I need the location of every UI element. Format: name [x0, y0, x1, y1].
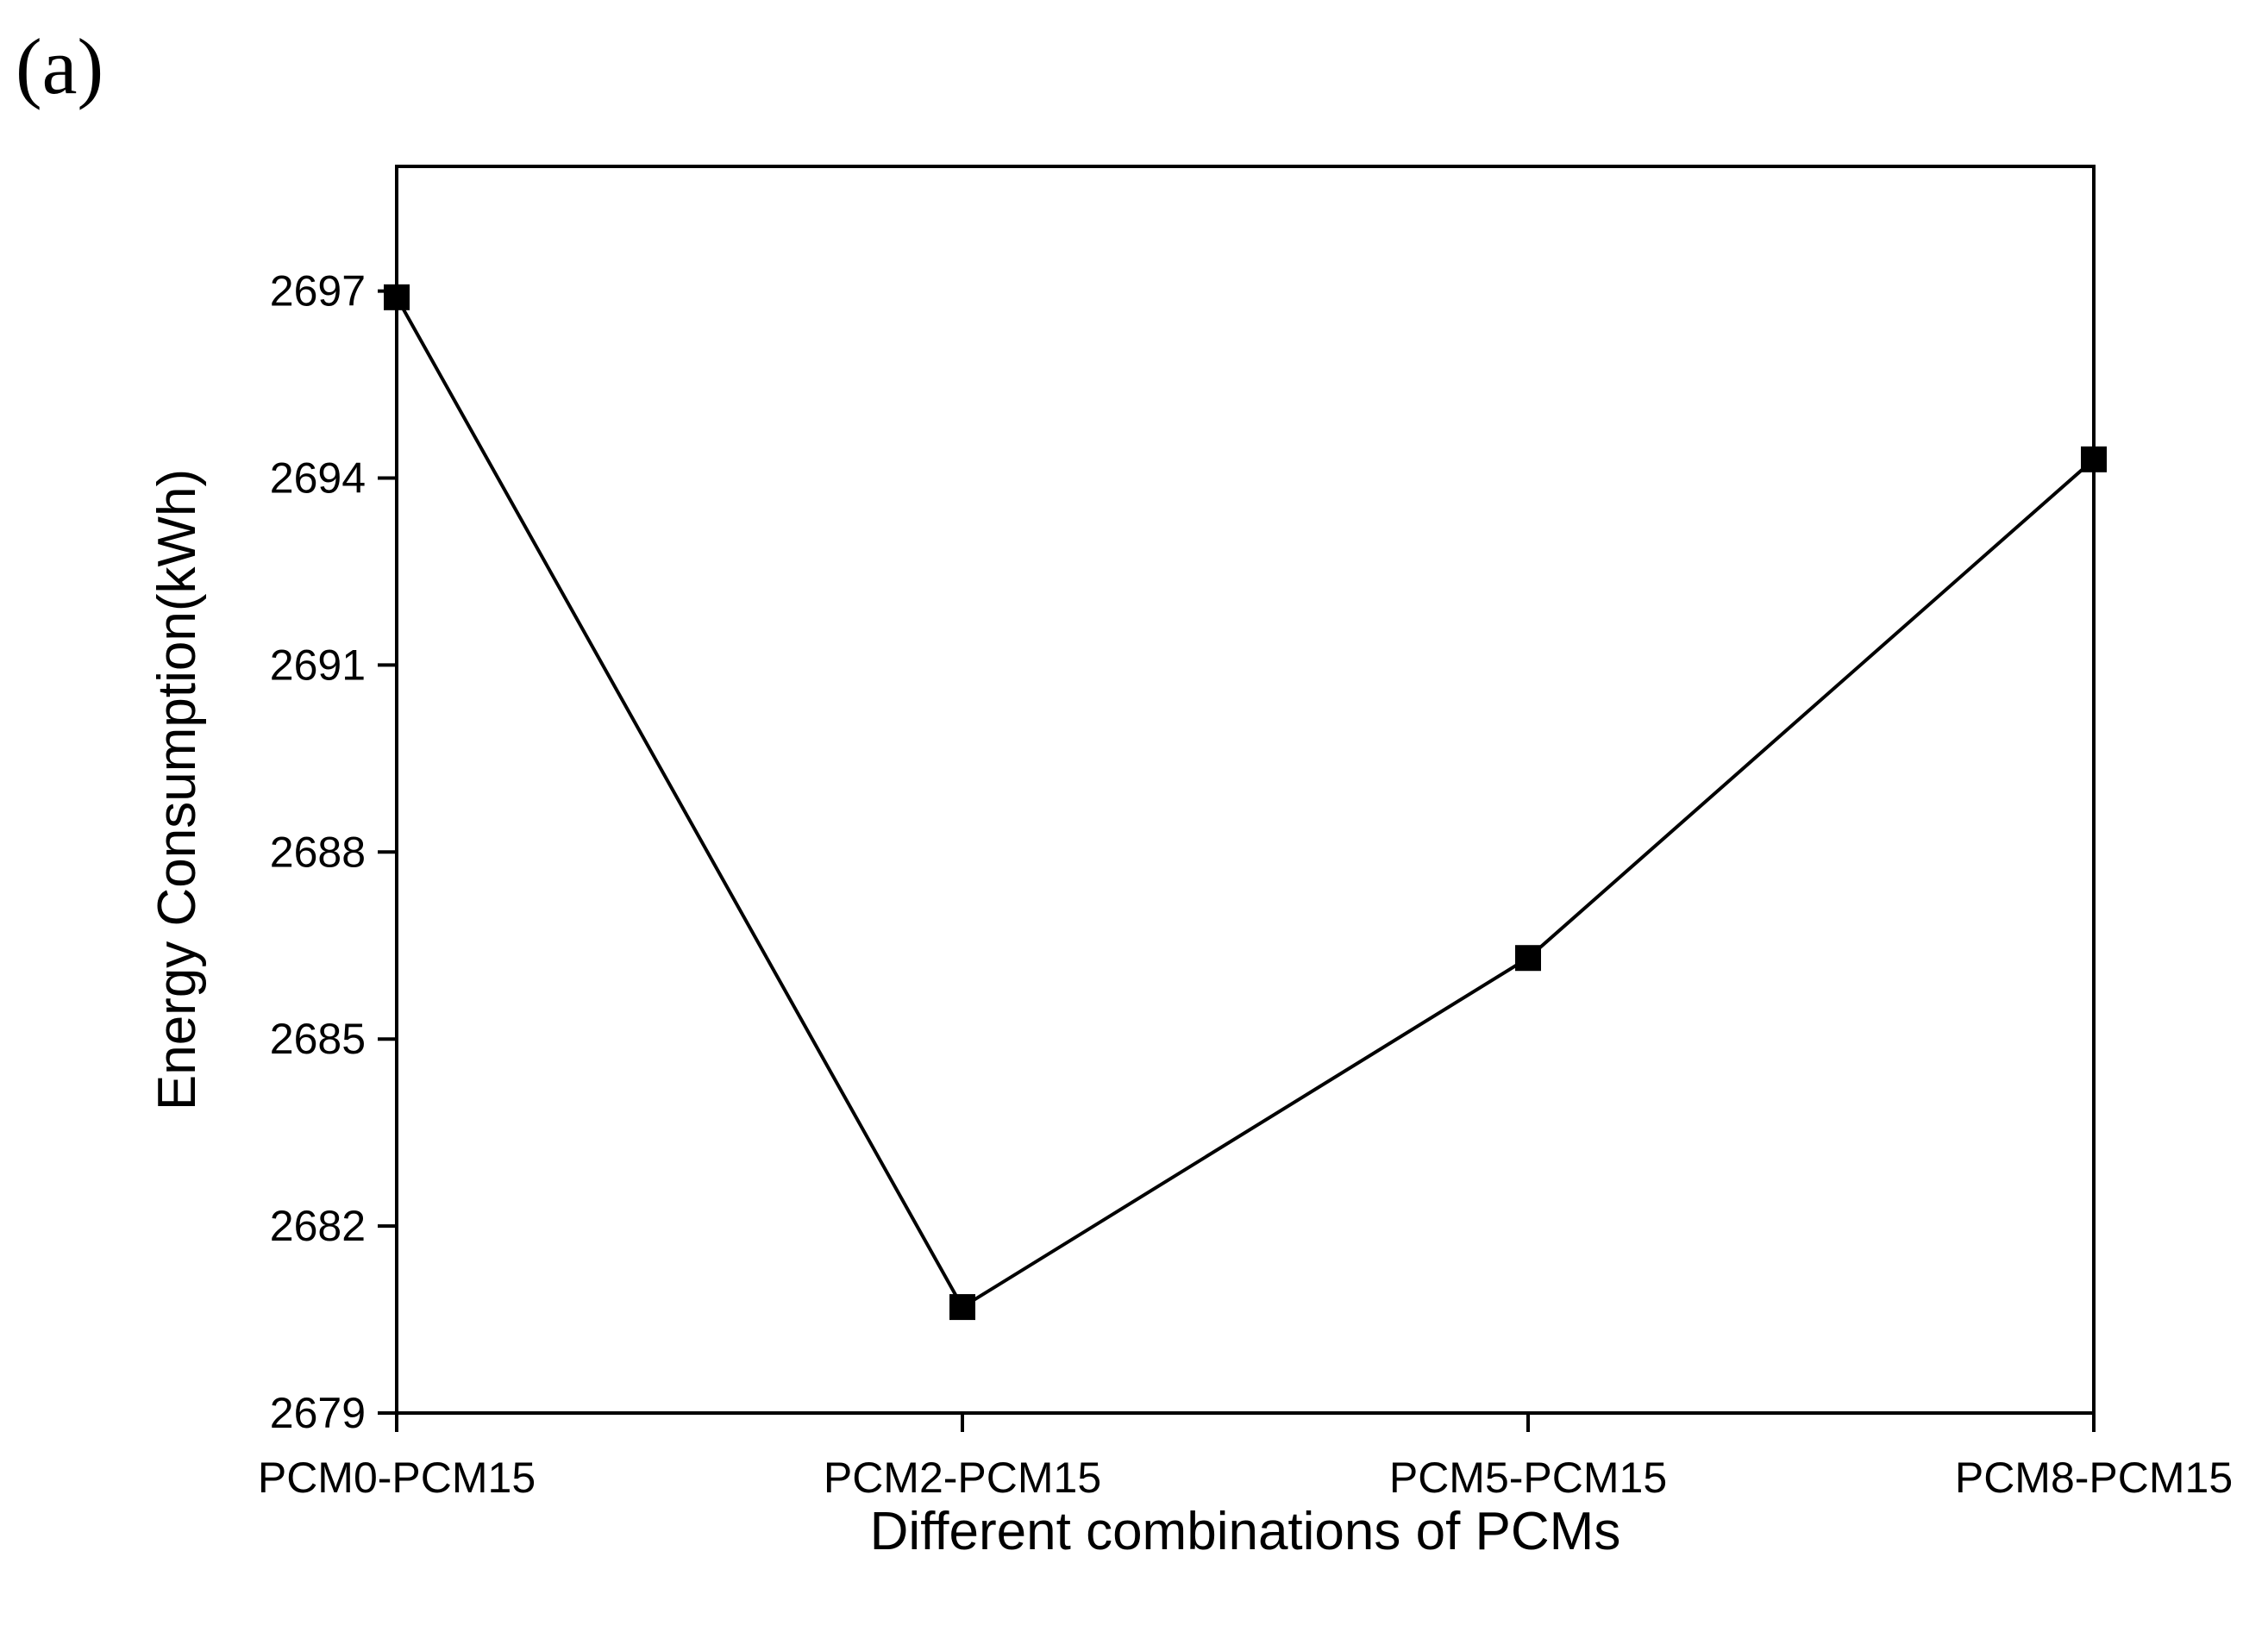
- y-tick-label: 2685: [270, 1015, 366, 1063]
- data-point-marker: [949, 1294, 975, 1321]
- y-axis-ticks: 2679 2682 2685 2688 2691 2694 2697: [270, 267, 397, 1437]
- x-tick-label: PCM0-PCM15: [258, 1454, 536, 1502]
- y-axis-title: Energy Consumption(kWh): [147, 469, 207, 1110]
- y-tick-label: 2697: [270, 267, 366, 316]
- x-axis-title: Different combinations of PCMs: [870, 1502, 1621, 1561]
- y-tick-label: 2682: [270, 1202, 366, 1250]
- x-tick-label: PCM2-PCM15: [824, 1454, 1101, 1502]
- panel-label: (a): [16, 22, 103, 110]
- y-tick-label: 2679: [270, 1389, 366, 1437]
- series-layer: [384, 284, 2107, 1321]
- data-point-marker: [2081, 446, 2107, 472]
- series-line: [395, 296, 2096, 1310]
- x-axis-ticks: PCM0-PCM15 PCM2-PCM15 PCM5-PCM15 PCM8-PCM15: [258, 1413, 2233, 1502]
- y-tick-label: 2691: [270, 641, 366, 689]
- plot-frame: [395, 165, 2096, 1415]
- x-tick-label: PCM8-PCM15: [1955, 1454, 2233, 1502]
- x-tick-label: PCM5-PCM15: [1389, 1454, 1667, 1502]
- y-tick-label: 2688: [270, 828, 366, 876]
- data-point-marker: [384, 284, 410, 310]
- y-tick-label: 2694: [270, 454, 366, 503]
- data-point-marker: [1515, 945, 1541, 972]
